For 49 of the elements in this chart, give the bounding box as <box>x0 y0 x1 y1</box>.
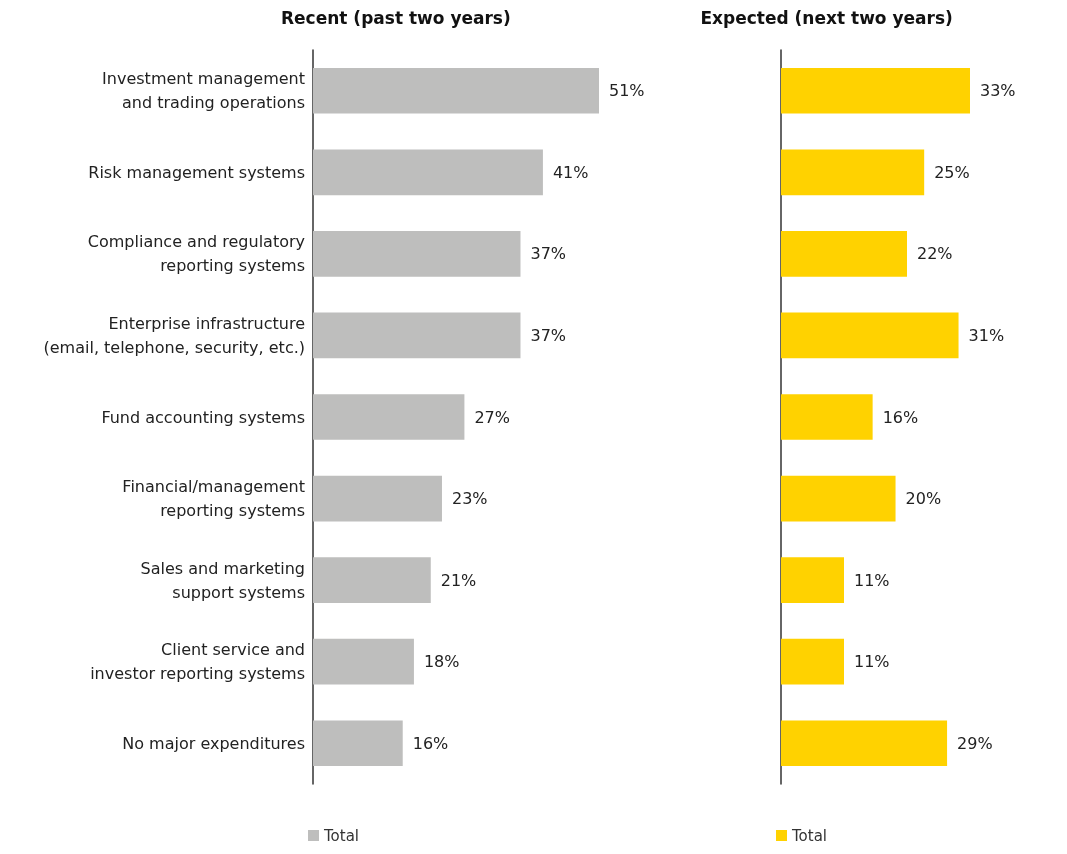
data-label: 31% <box>968 325 1005 345</box>
legend-label: Total <box>791 826 828 845</box>
data-label: 16% <box>882 407 919 427</box>
y-tick-label: Financial/management reporting systems <box>122 477 305 521</box>
bar <box>781 394 873 440</box>
data-label: 11% <box>854 652 890 672</box>
chart-title: Recent (past two years) <box>281 7 511 28</box>
bar <box>781 557 844 603</box>
y-tick-label: No major expenditures <box>122 733 305 753</box>
bar <box>781 638 844 685</box>
data-label: 33% <box>980 81 1016 101</box>
chart-title: Expected (next two years) <box>700 7 953 28</box>
bar <box>781 475 896 522</box>
data-label: 23% <box>451 489 488 509</box>
bar <box>781 67 970 114</box>
bar <box>313 638 414 685</box>
data-label: 22% <box>917 244 953 264</box>
data-label: 25% <box>934 162 970 182</box>
bar <box>313 149 543 196</box>
data-label: 27% <box>474 407 510 427</box>
bar <box>781 720 948 767</box>
data-label: 51% <box>609 81 645 101</box>
y-tick-label: Risk management systems <box>88 162 305 182</box>
y-tick-label: Client service and investor reporting systems <box>90 640 305 684</box>
bar <box>781 231 907 277</box>
data-label: 20% <box>905 489 942 509</box>
bar <box>781 149 925 196</box>
data-label: 37% <box>530 244 567 264</box>
y-tick-label: Investment management and trading operations <box>102 69 305 113</box>
bar <box>313 475 442 522</box>
y-tick-label: Fund accounting systems <box>101 407 305 427</box>
bar <box>781 312 959 359</box>
data-label: 18% <box>423 652 460 672</box>
data-label: 29% <box>957 733 993 753</box>
bar <box>313 720 403 767</box>
bar <box>313 67 599 114</box>
data-label: 21% <box>440 570 477 590</box>
data-label: 37% <box>530 325 567 345</box>
data-label: 41% <box>552 162 589 182</box>
y-tick-label: Sales and marketing support systems <box>140 558 305 602</box>
bar <box>313 557 431 603</box>
bar <box>313 231 521 277</box>
data-label: 16% <box>412 733 449 753</box>
bar <box>313 394 465 440</box>
bar <box>313 312 521 359</box>
y-tick-label: Compliance and regulatory reporting systems <box>87 232 305 276</box>
legend-label: Total <box>323 826 360 845</box>
data-label: 11% <box>854 570 890 590</box>
y-tick-label: Enterprise infrastructure (email, telephone, security, etc.) <box>43 313 305 357</box>
